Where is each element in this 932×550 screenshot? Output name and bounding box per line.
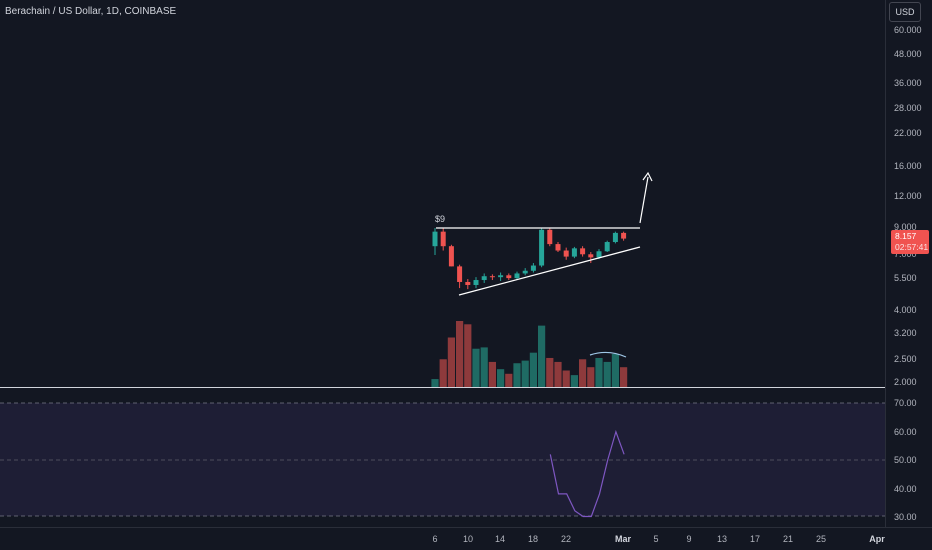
volume-bar <box>521 360 529 387</box>
volume-bar <box>464 324 472 387</box>
volume-bar <box>546 357 554 387</box>
time-label: 14 <box>495 534 505 544</box>
price-label: 28.000 <box>894 103 922 113</box>
candle-countdown: 02:57:41 <box>895 242 929 252</box>
candle[interactable] <box>457 266 463 282</box>
rsi-label: 50.00 <box>894 455 917 465</box>
candlesticks[interactable] <box>432 228 627 290</box>
rsi-band <box>0 403 885 516</box>
price-label: 22.000 <box>894 128 922 138</box>
candle[interactable] <box>473 280 479 285</box>
time-label: 21 <box>783 534 793 544</box>
price-label: 4.000 <box>894 305 917 315</box>
volume-bar <box>620 367 628 387</box>
candle[interactable] <box>612 232 618 243</box>
volume-bar <box>513 363 521 387</box>
volume-bar <box>611 354 619 387</box>
price-label: 16.000 <box>894 161 922 171</box>
time-label: Apr <box>869 534 885 544</box>
time-label: Mar <box>615 534 632 544</box>
time-label: 10 <box>463 534 473 544</box>
time-label: 13 <box>717 534 727 544</box>
volume-bar <box>439 359 447 387</box>
rsi-label: 60.00 <box>894 427 917 437</box>
price-label: 2.000 <box>894 377 917 387</box>
candle[interactable] <box>498 275 504 278</box>
price-label: 2.500 <box>894 354 917 364</box>
candle[interactable] <box>489 276 495 278</box>
volume-bar <box>587 367 595 387</box>
price-label: 12.000 <box>894 191 922 201</box>
time-label: 17 <box>750 534 760 544</box>
candle[interactable] <box>465 281 471 285</box>
rsi-label: 30.00 <box>894 512 917 522</box>
price-label: 48.000 <box>894 49 922 59</box>
resistance-label: $9 <box>435 214 445 224</box>
volume-bar <box>570 375 578 387</box>
candle[interactable] <box>547 229 553 245</box>
current-price: 8.157 <box>895 231 917 241</box>
price-label: 5.500 <box>894 273 917 283</box>
volume-bar <box>603 361 611 387</box>
candle[interactable] <box>571 248 577 257</box>
volume-bar <box>472 348 480 387</box>
candle[interactable] <box>448 246 454 267</box>
volume-bar <box>456 321 464 387</box>
volume-bar <box>529 352 537 387</box>
volume-bar <box>505 373 513 387</box>
breakout-arrow[interactable] <box>639 176 649 224</box>
volume-bar <box>497 369 505 387</box>
time-label: 5 <box>653 534 658 544</box>
candle[interactable] <box>522 270 528 274</box>
candle[interactable] <box>432 231 438 247</box>
price-label: 36.000 <box>894 78 922 88</box>
volume-bar <box>447 337 455 387</box>
price-label: 60.000 <box>894 25 922 35</box>
time-label: 6 <box>432 534 437 544</box>
volume-bar <box>538 325 546 387</box>
volume-bar <box>554 361 562 387</box>
symbol-title: Berachain / US Dollar, 1D, COINBASE <box>5 6 177 17</box>
volume-bar <box>480 347 488 387</box>
volume-bar <box>579 359 587 387</box>
candle[interactable] <box>530 265 536 271</box>
candle[interactable] <box>506 275 512 279</box>
candle[interactable] <box>563 250 569 257</box>
time-label: 25 <box>816 534 826 544</box>
price-label: 3.200 <box>894 328 917 338</box>
rsi-line[interactable] <box>549 429 625 518</box>
volume-bar <box>595 357 603 387</box>
candle[interactable] <box>604 242 610 252</box>
candle[interactable] <box>514 273 520 279</box>
current-price-badge: 8.157 02:57:41 <box>891 230 929 254</box>
price-label: 7.000 <box>894 249 917 259</box>
support-trendline[interactable] <box>458 246 641 296</box>
price-label: 9.000 <box>894 222 917 232</box>
volume-bars <box>431 321 628 387</box>
rsi-label: 70.00 <box>894 398 917 408</box>
volume-bar <box>562 370 570 387</box>
volume-bar <box>488 361 496 387</box>
candle[interactable] <box>539 229 545 266</box>
time-label: 9 <box>686 534 691 544</box>
candle[interactable] <box>555 244 561 251</box>
candle[interactable] <box>481 276 487 281</box>
time-label: 18 <box>528 534 538 544</box>
currency-button[interactable]: USD <box>889 2 921 22</box>
volume-arc[interactable] <box>589 351 627 358</box>
volume-bar <box>431 379 439 387</box>
time-label: 22 <box>561 534 571 544</box>
breakout-arrow-head <box>642 171 653 182</box>
candle[interactable] <box>440 231 446 247</box>
rsi-label: 40.00 <box>894 484 917 494</box>
candle[interactable] <box>596 251 602 258</box>
candle[interactable] <box>621 232 627 239</box>
candle[interactable] <box>588 254 594 258</box>
candle[interactable] <box>580 248 586 255</box>
